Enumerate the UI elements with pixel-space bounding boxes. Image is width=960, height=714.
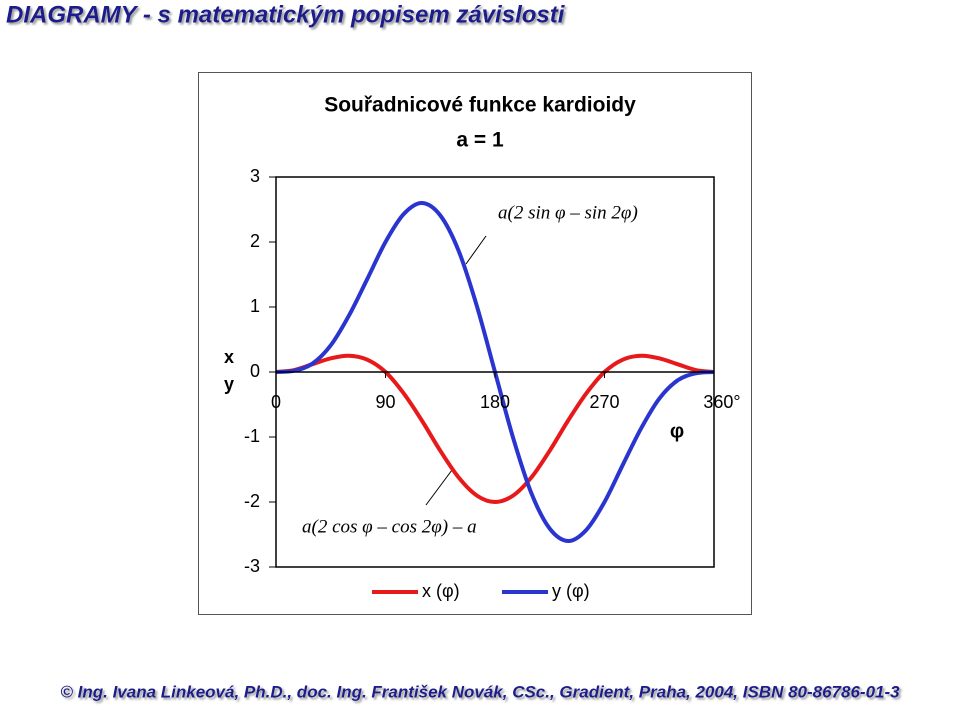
annotation: a(2 sin φ – sin 2φ) <box>498 202 638 223</box>
y-tick-label: -3 <box>244 556 260 576</box>
y-tick-label: -1 <box>244 426 260 446</box>
annotation: a(2 cos φ – cos 2φ) – a <box>302 516 477 537</box>
annotation-pointer <box>465 235 487 265</box>
y-tick-label: -2 <box>244 491 260 511</box>
x-tick-label: 90 <box>375 392 395 412</box>
x-axis-label: φ <box>670 420 684 442</box>
annotation-pointer <box>425 469 453 506</box>
y-tick-label: 2 <box>250 231 260 251</box>
x-tick-label: 360° <box>703 392 740 412</box>
x-tick-label: 180 <box>480 392 510 412</box>
slide-title: DIAGRAMY - s matematickým popisem závisl… <box>6 1 566 28</box>
chart-subtitle: a = 1 <box>456 129 504 152</box>
legend-label: y (φ) <box>552 581 590 601</box>
chart-title: Souřadnicové funkce kardioidy <box>324 94 636 117</box>
y-tick-label: 3 <box>250 166 260 186</box>
y-tick-label: 1 <box>250 296 260 316</box>
y-axis-label: x <box>224 347 234 367</box>
y-axis-label: y <box>224 374 234 394</box>
legend-label: x (φ) <box>422 581 460 601</box>
series-line <box>275 353 715 504</box>
y-tick-label: 0 <box>250 361 260 381</box>
x-tick-label: 0 <box>271 392 281 412</box>
chart-frame <box>198 72 752 615</box>
x-tick-label: 270 <box>589 392 619 412</box>
footer: © Ing. Ivana Linkeová, Ph.D., doc. Ing. … <box>60 682 900 701</box>
